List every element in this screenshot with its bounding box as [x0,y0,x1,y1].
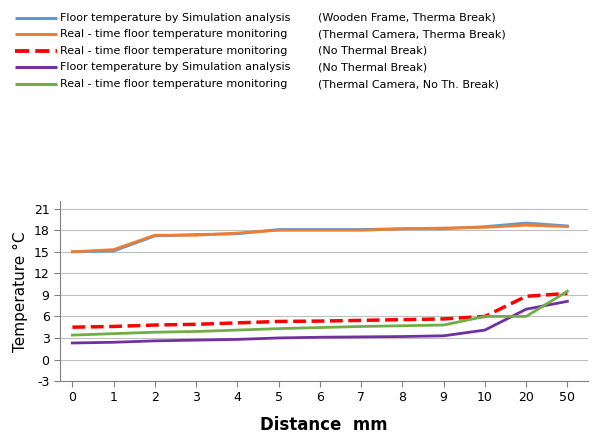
Y-axis label: Temperature °C: Temperature °C [13,231,28,352]
Text: Real - time floor temperature monitoring: Real - time floor temperature monitoring [60,79,287,89]
Text: (Wooden Frame, Therma Break): (Wooden Frame, Therma Break) [318,13,496,22]
Text: Real - time floor temperature monitoring: Real - time floor temperature monitoring [60,46,287,56]
Text: (Thermal Camera, Therma Break): (Thermal Camera, Therma Break) [318,29,506,39]
Text: Floor temperature by Simulation analysis: Floor temperature by Simulation analysis [60,63,290,72]
Text: (No Thermal Break): (No Thermal Break) [318,63,427,72]
Text: (No Thermal Break): (No Thermal Break) [318,46,427,56]
Text: (Thermal Camera, No Th. Break): (Thermal Camera, No Th. Break) [318,79,499,89]
X-axis label: Distance  mm: Distance mm [260,416,388,434]
Text: Floor temperature by Simulation analysis: Floor temperature by Simulation analysis [60,13,290,22]
Text: Real - time floor temperature monitoring: Real - time floor temperature monitoring [60,29,287,39]
